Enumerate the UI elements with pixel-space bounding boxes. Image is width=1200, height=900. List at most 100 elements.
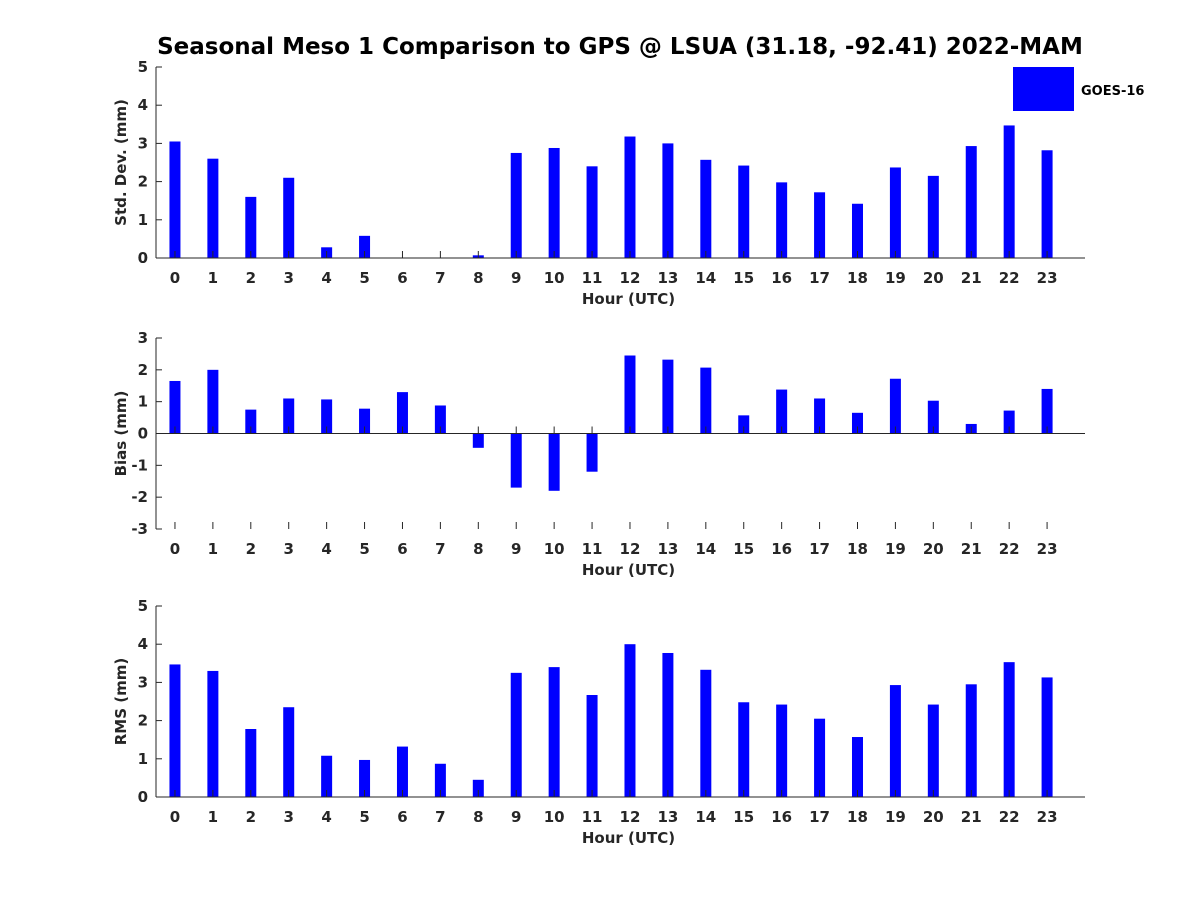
bar-hour-18 (851, 203, 863, 258)
x-tick-label: 0 (170, 808, 180, 826)
x-tick-label: 1 (208, 808, 218, 826)
x-tick-label: 15 (733, 540, 754, 558)
bar-hour-10 (548, 667, 560, 797)
chart-title: Seasonal Meso 1 Comparison to GPS @ LSUA… (157, 34, 1083, 60)
x-tick-label: 12 (620, 808, 641, 826)
bar-hour-10 (548, 433, 560, 491)
x-tick-label: 4 (321, 269, 331, 287)
bar-hour-19 (889, 378, 901, 434)
bar-hour-11 (586, 433, 598, 472)
legend-label: GOES-16 (1081, 84, 1144, 99)
bar-hour-13 (662, 143, 674, 258)
bar-hour-16 (776, 389, 788, 434)
bar-hour-14 (700, 669, 712, 797)
x-tick-label: 11 (582, 540, 603, 558)
x-tick-label: 4 (321, 808, 331, 826)
bar-hour-22 (1003, 410, 1015, 434)
x-tick-label: 3 (283, 269, 293, 287)
x-tick-label: 5 (359, 540, 369, 558)
x-tick-label: 16 (771, 540, 792, 558)
bar-hour-19 (889, 685, 901, 797)
bar-hour-7 (434, 763, 446, 797)
x-axis-label: Hour (UTC) (582, 829, 675, 847)
bar-hour-0 (169, 664, 181, 797)
y-tick-label: 3 (138, 329, 148, 347)
y-tick-label: 2 (138, 712, 148, 730)
bar-hour-10 (548, 147, 560, 258)
x-tick-label: 10 (544, 540, 565, 558)
bar-hour-14 (700, 367, 712, 434)
y-tick-label: -1 (131, 456, 148, 474)
x-tick-label: 8 (473, 808, 483, 826)
bar-hour-20 (927, 400, 939, 434)
bar-hour-9 (510, 672, 522, 797)
x-tick-label: 20 (923, 269, 944, 287)
x-tick-label: 2 (246, 269, 256, 287)
x-tick-label: 15 (733, 808, 754, 826)
x-tick-label: 0 (170, 540, 180, 558)
bar-hour-23 (1041, 677, 1053, 797)
bar-hour-2 (245, 409, 257, 434)
x-tick-label: 21 (961, 269, 982, 287)
x-tick-label: 7 (435, 540, 445, 558)
x-tick-label: 5 (359, 269, 369, 287)
x-tick-label: 12 (620, 540, 641, 558)
x-tick-label: 5 (359, 808, 369, 826)
bar-hour-2 (245, 729, 257, 797)
bar-hour-20 (927, 175, 939, 258)
x-tick-label: 13 (657, 269, 678, 287)
x-tick-label: 11 (582, 269, 603, 287)
bar-hour-22 (1003, 125, 1015, 258)
y-tick-label: 2 (138, 173, 148, 191)
x-tick-label: 14 (695, 808, 716, 826)
bar-hour-11 (586, 695, 598, 797)
x-tick-label: 20 (923, 808, 944, 826)
x-tick-label: 23 (1037, 540, 1058, 558)
x-tick-label: 1 (208, 269, 218, 287)
x-tick-label: 0 (170, 269, 180, 287)
x-tick-label: 17 (809, 540, 830, 558)
bar-hour-11 (586, 166, 598, 258)
x-tick-label: 12 (620, 269, 641, 287)
x-tick-label: 19 (885, 269, 906, 287)
bar-hour-6 (396, 746, 408, 797)
x-tick-label: 16 (771, 269, 792, 287)
x-tick-label: 3 (283, 540, 293, 558)
bar-hour-1 (207, 369, 219, 434)
y-axis-label: RMS (mm) (112, 658, 130, 745)
y-tick-label: -2 (131, 488, 148, 506)
bar-hour-15 (738, 702, 750, 797)
x-tick-label: 1 (208, 540, 218, 558)
x-tick-label: 9 (511, 808, 521, 826)
bar-hour-5 (359, 235, 371, 258)
x-tick-label: 17 (809, 269, 830, 287)
bar-hour-18 (851, 412, 863, 434)
x-tick-label: 22 (999, 540, 1020, 558)
bar-hour-14 (700, 159, 712, 258)
bar-hour-3 (283, 177, 295, 258)
x-tick-label: 19 (885, 808, 906, 826)
bar-hour-13 (662, 359, 674, 434)
y-tick-label: -3 (131, 520, 148, 538)
x-tick-label: 18 (847, 808, 868, 826)
x-tick-label: 8 (473, 269, 483, 287)
y-tick-label: 0 (138, 788, 148, 806)
x-tick-label: 22 (999, 808, 1020, 826)
x-tick-label: 16 (771, 808, 792, 826)
y-tick-label: 4 (138, 635, 148, 653)
x-tick-label: 13 (657, 808, 678, 826)
bar-hour-21 (965, 684, 977, 797)
x-tick-label: 7 (435, 808, 445, 826)
x-tick-label: 2 (246, 808, 256, 826)
bar-hour-18 (851, 737, 863, 797)
x-tick-label: 21 (961, 540, 982, 558)
bar-hour-2 (245, 196, 257, 258)
bar-hour-3 (283, 707, 295, 797)
bar-hour-0 (169, 141, 181, 258)
bar-hour-16 (776, 704, 788, 797)
x-tick-label: 18 (847, 269, 868, 287)
bar-hour-23 (1041, 150, 1053, 258)
y-tick-label: 5 (138, 597, 148, 615)
